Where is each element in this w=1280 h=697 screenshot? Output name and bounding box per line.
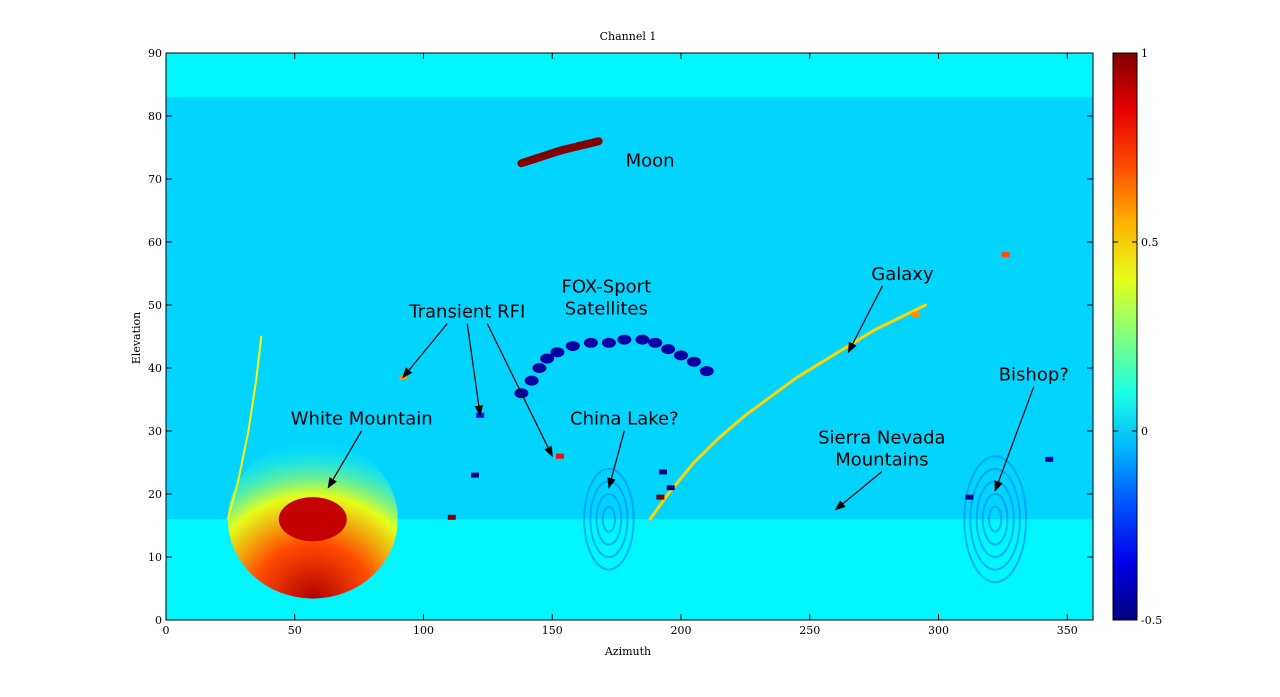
feature-white-mountain (278, 497, 347, 542)
x-tick-label: 100 (413, 624, 434, 637)
y-tick-label: 30 (148, 425, 162, 438)
y-tick-label: 90 (148, 47, 162, 60)
annotation-arrow (402, 323, 448, 379)
annotation-label: Moon (626, 150, 675, 171)
x-tick-label: 50 (288, 624, 302, 637)
x-tick-label: 200 (671, 624, 692, 637)
x-axis-label: Azimuth (604, 645, 651, 658)
feature-dark-spot-5 (1045, 456, 1054, 462)
y-tick-label: 10 (148, 551, 162, 564)
feature-faint-left-arc (226, 335, 263, 521)
feature-dark-spot-2 (658, 469, 667, 475)
annotation-label: FOX-Sport Satellites (562, 276, 652, 319)
feature-red-spot-1 (447, 514, 456, 520)
feature-red-spot-2 (656, 494, 665, 500)
x-tick-label: 150 (542, 624, 563, 637)
colorbar: 1 0.5 0 -0.5 (1112, 47, 1162, 627)
annotation-label: White Mountain (291, 409, 433, 430)
colorbar-gradient (1112, 52, 1138, 621)
feature-bright-spot-2 (1001, 252, 1010, 258)
y-tick-label: 80 (148, 110, 162, 123)
annotation-arrow (994, 386, 1035, 492)
annotation-arrow (466, 323, 484, 417)
x-tick-label: 250 (799, 624, 820, 637)
y-tick-label: 40 (148, 362, 162, 375)
feature-dark-spot-3 (666, 485, 675, 491)
annotation-arrow (607, 430, 625, 489)
annotation-label: Galaxy (871, 264, 934, 285)
x-tick-label: 300 (928, 624, 949, 637)
annotation-label: Sierra Nevada Mountains (818, 428, 945, 471)
annotation-arrow (847, 285, 883, 354)
y-tick-label: 70 (148, 173, 162, 186)
feature-moon (517, 137, 603, 168)
x-tick-label: 0 (163, 624, 170, 637)
chart-title: Channel 1 (600, 30, 657, 43)
y-tick-label: 0 (155, 614, 162, 627)
colorbar-tick-label: -0.5 (1141, 614, 1162, 627)
feature-dark-spot-1 (471, 472, 479, 478)
colorbar-tick-label: 1 (1141, 47, 1148, 60)
annotation-arrow (834, 471, 883, 511)
annotations: Moon Transient RFI FOX-Sport Satellites Gala… (291, 150, 1069, 511)
annotation-arrow (486, 323, 553, 458)
feature-fox-sport-satellites (514, 334, 714, 399)
feature-galaxy (648, 303, 928, 521)
axes: 0 50 100 150 200 250 300 350 0 10 20 30 40 50 60 70 80 90 (148, 47, 1094, 637)
annotation-label: Transient RFI (408, 302, 525, 323)
feature-transient-rfi-3 (555, 453, 564, 459)
plot-frame (165, 52, 1094, 621)
y-tick-label: 50 (148, 299, 162, 312)
feature-dark-spot-4 (965, 494, 974, 500)
plot-area (166, 53, 1093, 620)
annotation-arrow (327, 430, 363, 489)
annotation-label: Bishop? (999, 365, 1069, 386)
feature-bright-spot-1 (911, 311, 920, 317)
x-tick-label: 350 (1057, 624, 1078, 637)
y-tick-label: 60 (148, 236, 162, 249)
annotation-label: China Lake? (570, 409, 679, 430)
y-axis-label: Elevation (130, 312, 143, 364)
y-tick-label: 20 (148, 488, 162, 501)
colorbar-tick-label: 0.5 (1141, 236, 1159, 249)
colorbar-tick-label: 0 (1141, 425, 1148, 438)
